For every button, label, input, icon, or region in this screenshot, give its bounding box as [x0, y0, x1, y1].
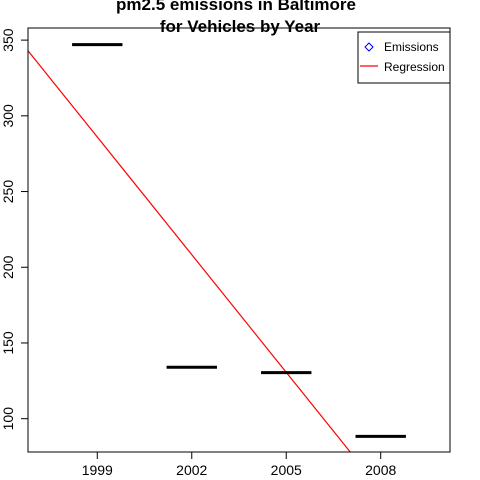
legend-label-regression: Regression: [384, 60, 445, 74]
legend-emissions-diamond-icon: [364, 42, 374, 52]
legend-label-emissions: Emissions: [384, 40, 439, 54]
y-tick-label-250: 250: [0, 180, 16, 204]
y-tick-label-350: 350: [0, 28, 16, 52]
y-tick-label-100: 100: [0, 407, 16, 431]
data-layer: [27, 43, 406, 453]
legend-box: [357, 31, 451, 84]
y-tick-label-200: 200: [0, 255, 16, 279]
x-tick-label-1999: 1999: [82, 462, 113, 478]
regression-line: [27, 50, 351, 453]
axis-layer: 1999 2002 2005 2008 100 150 200 250 300 350: [0, 28, 396, 478]
y-tick-label-300: 300: [0, 104, 16, 128]
chart-title-line-1: pm2.5 emissions in Baltimore: [116, 0, 356, 14]
legend: Emissions Regression: [357, 31, 451, 84]
y-tick-label-150: 150: [0, 331, 16, 355]
x-tick-label-2008: 2008: [365, 462, 396, 478]
chart-title-line-2: for Vehicles by Year: [160, 17, 321, 36]
x-tick-label-2005: 2005: [271, 462, 302, 478]
x-tick-label-2002: 2002: [176, 462, 207, 478]
